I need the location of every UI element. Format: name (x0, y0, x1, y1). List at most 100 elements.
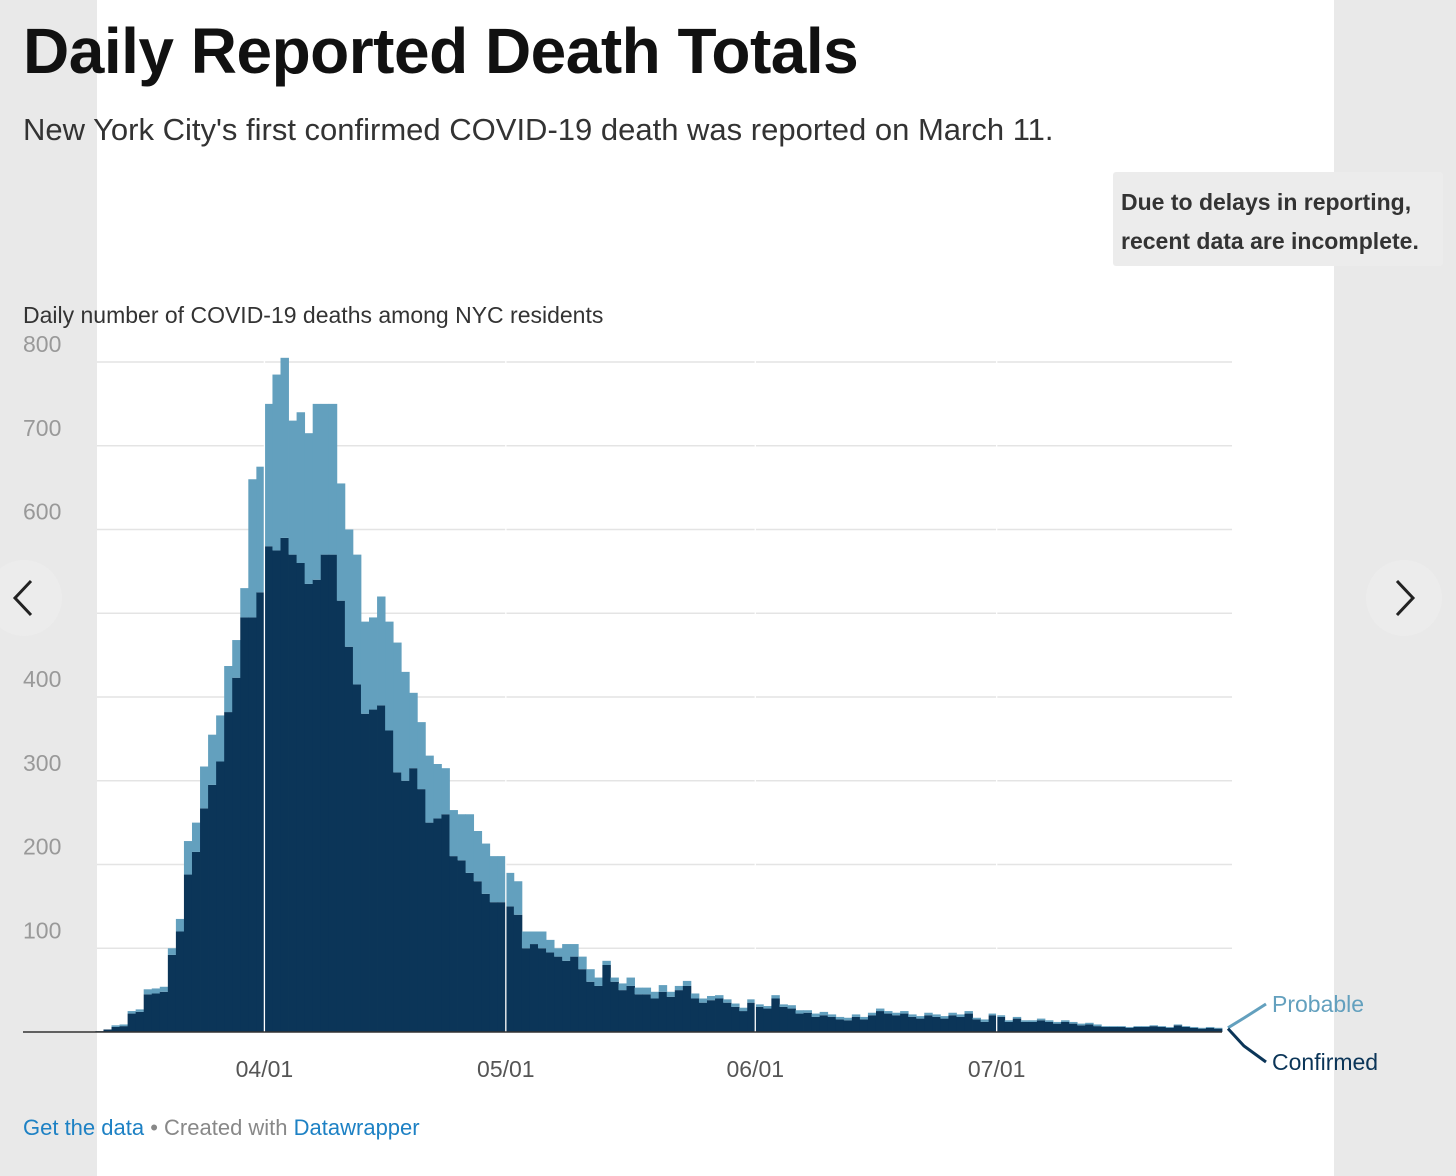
probable-bar (948, 1012, 957, 1016)
x-tick-label: 07/01 (968, 1056, 1026, 1082)
confirmed-bar (529, 944, 539, 1032)
confirmed-bar (835, 1019, 845, 1032)
probable-bar (771, 995, 780, 999)
confirmed-bar (328, 554, 338, 1032)
probable-bar (956, 1014, 965, 1017)
probable-bar (932, 1014, 941, 1017)
get-the-data-link[interactable]: Get the data (23, 1115, 145, 1140)
confirmed-bar (256, 592, 265, 1032)
confirmed-bar (996, 1016, 1006, 1032)
confirmed-bar (465, 872, 475, 1032)
probable-bar (666, 991, 676, 997)
probable-bar (369, 617, 378, 710)
previous-slide-button[interactable] (0, 560, 62, 636)
confirmed-bar (900, 1013, 909, 1032)
probable-bar (433, 764, 442, 819)
legend: Probable Confirmed (1226, 991, 1378, 1075)
probable-bar (875, 1008, 885, 1012)
confirmed-bar (570, 956, 579, 1032)
probable-bar (843, 1017, 853, 1021)
probable-bar (441, 768, 450, 815)
probable-bar (1157, 1026, 1167, 1027)
confirmed-bar (336, 600, 346, 1032)
probable-bar (1077, 1023, 1086, 1026)
confirmed-bar (505, 906, 515, 1032)
probable-bar (803, 1010, 813, 1013)
probable-bar (594, 977, 603, 986)
confirmed-bar (369, 709, 378, 1032)
probable-bar (980, 1019, 990, 1022)
confirmed-bar (1149, 1026, 1159, 1032)
probable-bar (272, 374, 281, 551)
confirmed-bar (1117, 1026, 1126, 1032)
confirmed-bar (409, 768, 418, 1032)
confirmed-bar (248, 617, 257, 1032)
probable-bar (1197, 1027, 1207, 1029)
confirmed-bar (481, 893, 491, 1032)
probable-bar (546, 939, 555, 953)
probable-bar (811, 1013, 821, 1017)
confirmed-label-connector (1226, 1027, 1267, 1064)
probable-bar (626, 977, 635, 986)
confirmed-bar (1093, 1026, 1102, 1032)
confirmed-bar (151, 993, 161, 1032)
probable-bar (1044, 1020, 1054, 1022)
confirmed-bar (393, 772, 402, 1032)
probable-bar (642, 987, 652, 995)
confirmed-bar (127, 1013, 137, 1032)
probable-bar (755, 1004, 764, 1007)
x-tick-label: 06/01 (726, 1056, 784, 1082)
legend-confirmed-label: Confirmed (1272, 1049, 1378, 1075)
probable-bar (377, 596, 386, 706)
confirmed-bar (892, 1015, 901, 1032)
confirmed-bar (417, 789, 426, 1032)
probable-bar (827, 1014, 837, 1017)
datawrapper-link[interactable]: Datawrapper (293, 1115, 420, 1140)
probable-bar (401, 671, 410, 781)
x-tick-label: 05/01 (477, 1056, 535, 1082)
next-slide-button[interactable] (1366, 560, 1442, 636)
probable-bar (320, 403, 330, 555)
probable-bar (739, 1007, 748, 1012)
probable-bar (304, 433, 314, 584)
probable-bar (248, 479, 257, 618)
confirmed-bar (674, 990, 684, 1032)
confirmed-bar (224, 712, 233, 1032)
confirmed-bar (795, 1013, 804, 1032)
probable-bar (200, 766, 209, 809)
probable-bar (489, 856, 499, 903)
probable-bar (1020, 1020, 1030, 1022)
probable-bar (884, 1011, 893, 1014)
probable-bar (602, 960, 611, 965)
probable-bar (256, 466, 265, 593)
confirmed-bar (497, 902, 507, 1032)
confirmed-bar (1133, 1026, 1142, 1032)
probable-bar (562, 944, 571, 961)
confirmed-bar (634, 994, 644, 1032)
y-tick-label: 800 (23, 331, 61, 357)
confirmed-bar (1197, 1028, 1207, 1032)
confirmed-bar (175, 931, 185, 1032)
probable-bar (650, 991, 660, 999)
probable-bar (1205, 1026, 1215, 1028)
probable-bar (296, 412, 306, 563)
probable-bar (1165, 1026, 1175, 1028)
probable-bar (1101, 1026, 1110, 1027)
probable-bar (312, 403, 322, 580)
probable-bar (795, 1010, 804, 1014)
probable-bar (538, 931, 547, 949)
confirmed-bar (715, 998, 724, 1032)
confirmed-bar (1205, 1027, 1215, 1032)
probable-bar (996, 1015, 1006, 1017)
probable-bar (1093, 1024, 1102, 1027)
confirmed-bar (1028, 1021, 1038, 1032)
confirmed-bar (610, 981, 619, 1032)
probable-bar (723, 999, 732, 1003)
probable-bar (988, 1013, 998, 1016)
probable-bar (819, 1011, 829, 1016)
confirmed-bar (352, 684, 362, 1032)
confirmed-bar (1053, 1023, 1062, 1032)
probable-bar (747, 999, 756, 1003)
confirmed-bar (546, 952, 555, 1032)
probable-bar (1109, 1026, 1118, 1027)
